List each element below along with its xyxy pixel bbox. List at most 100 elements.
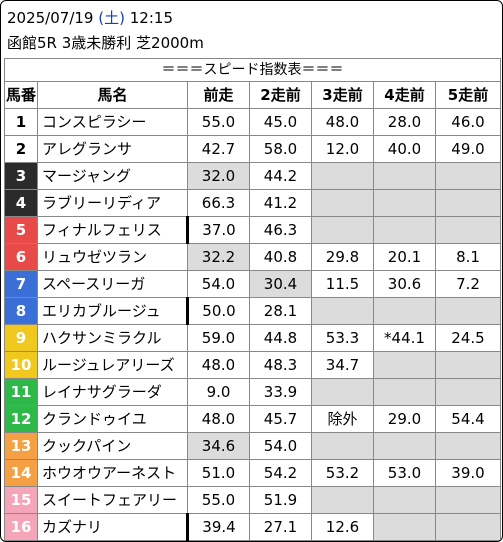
- table-row: 15 スイートフェアリー 55.0 51.9: [4, 486, 502, 514]
- speed-index-cell: 20.1: [373, 243, 436, 271]
- speed-index-cell: 39.4: [187, 513, 250, 541]
- speed-index-cell: 40.0: [373, 135, 436, 163]
- speed-index-cell: 39.0: [434, 459, 502, 487]
- speed-index-cell: [373, 432, 436, 460]
- horse-number-cell: 16: [4, 513, 38, 541]
- speed-index-cell: [311, 162, 374, 190]
- speed-index-cell: [311, 486, 374, 514]
- race-date: 2025/07/19: [7, 9, 94, 27]
- horse-name-cell: スペースリーガ: [37, 270, 188, 298]
- table-row: 5 フィナルフェリス 37.0 46.3: [4, 216, 502, 244]
- speed-index-cell: [373, 486, 436, 514]
- speed-index-cell: 37.0: [187, 216, 250, 244]
- speed-index-cell: [311, 189, 374, 217]
- horse-name-cell: フィナルフェリス: [37, 216, 189, 244]
- table-row: 6 リュウゼツラン 32.2 40.8 29.8 20.1 8.1: [4, 243, 502, 271]
- table-row: 12 クランドゥイユ 48.0 45.7 除外 29.0 54.4: [4, 405, 502, 433]
- speed-index-cell: 55.0: [187, 486, 250, 514]
- table-row: 3 マージャング 32.0 44.2: [4, 162, 502, 190]
- speed-index-cell: 9.0: [187, 378, 250, 406]
- horse-number-cell: 1: [4, 108, 38, 136]
- speed-index-cell: 54.4: [434, 405, 502, 433]
- horse-name-cell: リュウゼツラン: [37, 243, 188, 271]
- speed-index-cell: 除外: [311, 405, 374, 433]
- speed-index-cell: 50.0: [187, 297, 250, 325]
- speed-index-cell: 48.0: [311, 108, 374, 136]
- table-row: 2 アレグランサ 42.7 58.0 12.0 40.0 49.0: [4, 135, 502, 163]
- speed-index-cell: 44.2: [249, 162, 312, 190]
- speed-index-cell: 34.7: [311, 351, 374, 379]
- race-dow-close: ): [119, 9, 125, 27]
- speed-index-cell: [434, 378, 502, 406]
- speed-index-cell: 53.2: [311, 459, 374, 487]
- speed-index-cell: 27.1: [249, 513, 312, 541]
- horse-number-cell: 2: [4, 135, 38, 163]
- speed-index-cell: [373, 189, 436, 217]
- speed-index-cell: 58.0: [249, 135, 312, 163]
- speed-index-cell: [373, 162, 436, 190]
- race-dow-open: (: [98, 9, 105, 27]
- horse-number-cell: 9: [4, 324, 38, 352]
- speed-index-cell: [373, 378, 436, 406]
- speed-index-cell: 45.7: [249, 405, 312, 433]
- speed-index-cell: [311, 216, 374, 244]
- speed-index-cell: 44.8: [249, 324, 312, 352]
- horse-name-cell: クックパイン: [37, 432, 188, 460]
- speed-index-cell: 29.0: [373, 405, 436, 433]
- column-header-number: 馬番: [4, 81, 38, 109]
- speed-index-cell: 11.5: [311, 270, 374, 298]
- horse-name-cell: アレグランサ: [37, 135, 188, 163]
- race-datetime: 2025/07/19 (土) 12:15: [7, 8, 173, 28]
- horse-name-cell: クランドゥイユ: [37, 405, 188, 433]
- horse-number-cell: 6: [4, 243, 38, 271]
- speed-index-cell: [373, 351, 436, 379]
- column-header-4back: 4走前: [373, 81, 436, 109]
- horse-name-cell: レイナサグラーダ: [37, 378, 188, 406]
- speed-index-cell: 40.8: [249, 243, 312, 271]
- speed-index-cell: [311, 378, 374, 406]
- speed-index-cell: [373, 297, 436, 325]
- speed-index-cell: 28.0: [373, 108, 436, 136]
- speed-index-cell: 54.2: [249, 459, 312, 487]
- horse-number-cell: 3: [4, 162, 38, 190]
- speed-index-cell: 7.2: [434, 270, 502, 298]
- table-title: ＝＝＝スピード指数表＝＝＝: [3, 58, 502, 82]
- speed-index-cell: [434, 216, 502, 244]
- column-header-last: 前走: [187, 81, 250, 109]
- speed-index-cell: 12.6: [311, 513, 374, 541]
- table-row: 13 クックパイン 34.6 54.0: [4, 432, 502, 460]
- speed-index-cell: [434, 297, 502, 325]
- speed-index-cell: 66.3: [187, 189, 250, 217]
- speed-index-cell: 46.3: [249, 216, 312, 244]
- speed-index-cell: 8.1: [434, 243, 502, 271]
- horse-name-cell: ハクサンミラクル: [37, 324, 188, 352]
- speed-index-cell: 28.1: [249, 297, 312, 325]
- speed-index-cell: [434, 189, 502, 217]
- table-row: 8 エリカブルージュ 50.0 28.1: [4, 297, 502, 325]
- horse-name-cell: ホウオウアーネスト: [37, 459, 188, 487]
- race-info: 函館5R 3歳未勝利 芝2000m: [7, 34, 204, 52]
- horse-name-cell: スイートフェアリー: [37, 486, 188, 514]
- table-row: 14 ホウオウアーネスト 51.0 54.2 53.2 53.0 39.0: [4, 459, 502, 487]
- column-header-name: 馬名: [37, 81, 188, 109]
- speed-index-cell: 24.5: [434, 324, 502, 352]
- speed-index-cell: 53.3: [311, 324, 374, 352]
- speed-index-cell: 51.0: [187, 459, 250, 487]
- speed-index-cell: 48.0: [187, 405, 250, 433]
- speed-index-cell: 51.9: [249, 486, 312, 514]
- race-time: 12:15: [129, 9, 173, 27]
- table-row: 7 スペースリーガ 54.0 30.4 11.5 30.6 7.2: [4, 270, 502, 298]
- race-day-of-week: 土: [104, 9, 120, 27]
- horse-number-cell: 13: [4, 432, 38, 460]
- speed-index-cell: 54.0: [249, 432, 312, 460]
- horse-number-cell: 14: [4, 459, 38, 487]
- speed-index-cell: 48.0: [187, 351, 250, 379]
- speed-index-table: ＝＝＝スピード指数表＝＝＝ 馬番 馬名 前走 2走前 3走前 4走前 5走前 1…: [3, 58, 502, 541]
- speed-index-cell: [434, 513, 502, 541]
- horse-number-cell: 8: [4, 297, 38, 325]
- horse-name-cell: ラブリーリディア: [37, 189, 188, 217]
- speed-index-cell: 30.6: [373, 270, 436, 298]
- horse-number-cell: 5: [4, 216, 38, 244]
- speed-index-cell: 45.0: [249, 108, 312, 136]
- horse-name-cell: マージャング: [37, 162, 188, 190]
